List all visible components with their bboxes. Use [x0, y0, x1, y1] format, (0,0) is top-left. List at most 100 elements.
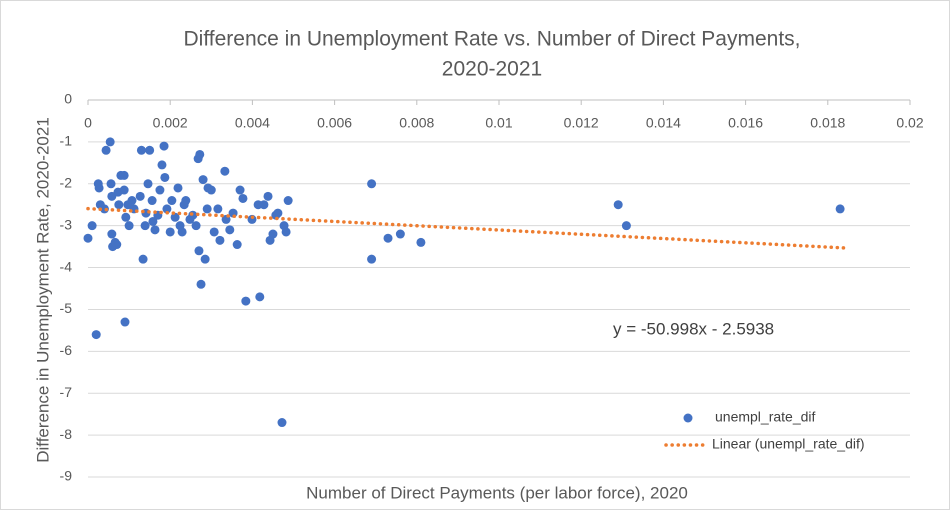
data-point — [83, 233, 93, 243]
data-point — [191, 221, 201, 231]
data-point — [283, 196, 293, 206]
legend-label: unempl_rate_dif — [715, 409, 816, 425]
data-point — [367, 179, 377, 189]
data-point — [281, 227, 291, 237]
data-point — [107, 229, 117, 239]
y-tick-label: -2 — [60, 174, 73, 190]
x-tick-label: 0.012 — [564, 115, 599, 131]
data-point — [94, 183, 104, 193]
data-point — [136, 145, 146, 155]
data-point — [241, 296, 251, 306]
data-point — [273, 208, 283, 218]
data-point — [150, 225, 160, 235]
data-point — [621, 221, 631, 231]
y-tick-label: -8 — [60, 426, 73, 442]
data-point — [167, 196, 177, 206]
data-point — [367, 254, 377, 264]
data-point — [383, 233, 393, 243]
y-tick-label: -3 — [60, 216, 73, 232]
data-point — [196, 279, 206, 289]
data-point — [101, 145, 111, 155]
data-point — [160, 172, 170, 182]
data-point — [148, 216, 158, 226]
data-point — [162, 204, 172, 214]
y-tick-label: -4 — [60, 258, 73, 274]
data-point — [177, 227, 187, 237]
data-point — [206, 185, 216, 195]
data-point — [114, 200, 124, 210]
data-point — [259, 200, 269, 210]
data-point — [159, 141, 169, 151]
y-axis-title: Difference in Unemployment Rate, 2020-20… — [33, 117, 52, 463]
data-point — [145, 145, 155, 155]
data-point — [119, 185, 129, 195]
x-tick-label: 0.02 — [896, 115, 923, 131]
data-point — [105, 137, 115, 147]
data-point — [140, 221, 150, 231]
data-point — [165, 227, 175, 237]
data-point — [416, 237, 426, 247]
data-point — [119, 170, 129, 180]
x-tick-label: 0.014 — [646, 115, 681, 131]
data-point — [200, 254, 210, 264]
data-point — [135, 191, 145, 201]
x-tick-label: 0.004 — [235, 115, 270, 131]
data-point — [124, 221, 134, 231]
data-point — [91, 330, 101, 340]
data-point — [277, 418, 287, 428]
data-point — [157, 160, 167, 170]
x-tick-label: 0.002 — [153, 115, 188, 131]
y-tick-label: -9 — [60, 468, 73, 484]
legend-label: Linear (unempl_rate_dif) — [712, 436, 865, 452]
data-point — [112, 240, 122, 250]
data-point — [170, 212, 180, 222]
data-point — [106, 179, 116, 189]
x-axis-title: Number of Direct Payments (per labor for… — [306, 483, 688, 502]
x-tick-label: 0.01 — [485, 115, 512, 131]
data-point — [87, 221, 97, 231]
data-point — [173, 183, 183, 193]
chart-title: 2020-2021 — [442, 58, 542, 81]
data-point — [198, 175, 208, 185]
data-point — [127, 196, 137, 206]
x-tick-label: 0 — [84, 115, 92, 131]
chart-title: Difference in Unemployment Rate vs. Numb… — [183, 28, 800, 51]
data-point — [835, 204, 845, 214]
data-point — [120, 317, 130, 327]
x-tick-label: 0.006 — [317, 115, 352, 131]
data-point — [147, 196, 157, 206]
y-tick-label: -5 — [60, 300, 73, 316]
x-tick-label: 0.008 — [399, 115, 434, 131]
trendline — [86, 206, 846, 250]
y-tick-label: 0 — [64, 91, 72, 107]
data-point — [121, 212, 131, 222]
data-point — [263, 191, 273, 201]
data-point — [235, 185, 245, 195]
x-tick-label: 0.016 — [728, 115, 763, 131]
data-point — [195, 149, 205, 159]
data-point — [225, 225, 235, 235]
data-point — [268, 229, 278, 239]
y-tick-label: -6 — [60, 342, 73, 358]
y-tick-label: -7 — [60, 384, 73, 400]
data-point — [613, 200, 623, 210]
y-tick-label: -1 — [60, 133, 73, 149]
legend-marker — [683, 413, 693, 423]
data-point — [138, 254, 148, 264]
data-point — [395, 229, 405, 239]
data-point — [215, 235, 225, 245]
data-point — [143, 179, 153, 189]
data-point — [209, 227, 219, 237]
data-point — [213, 204, 223, 214]
data-point — [155, 185, 165, 195]
data-point — [220, 166, 230, 176]
x-tick-label: 0.018 — [810, 115, 845, 131]
data-point — [194, 246, 204, 256]
data-point — [238, 193, 248, 203]
data-point — [202, 204, 212, 214]
data-point — [255, 292, 265, 302]
data-point — [181, 196, 191, 206]
data-point — [232, 240, 242, 250]
